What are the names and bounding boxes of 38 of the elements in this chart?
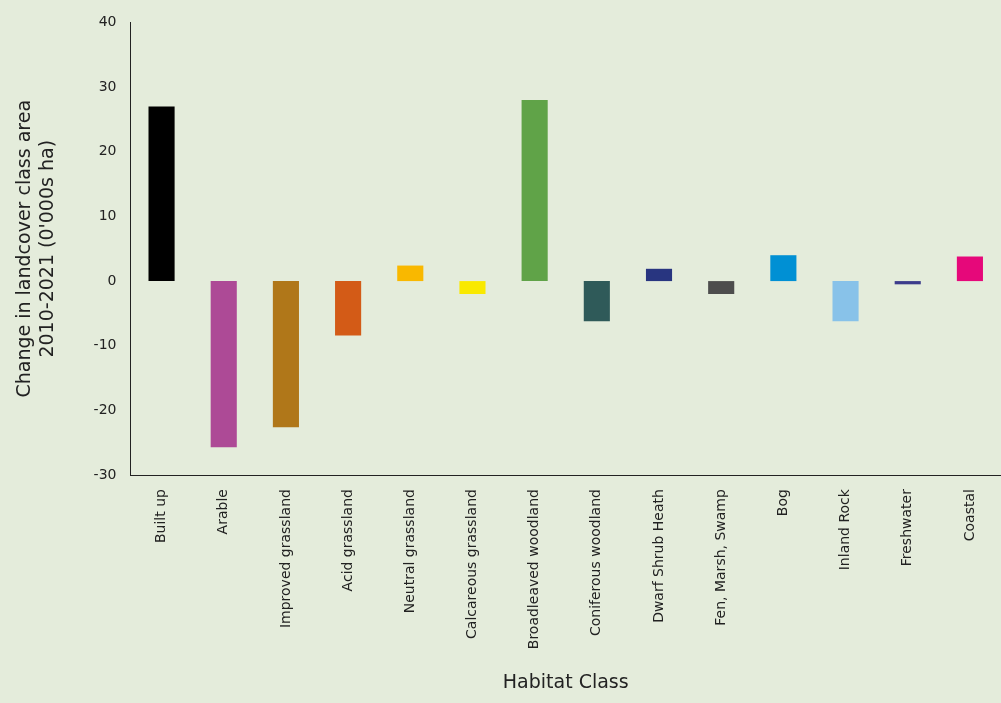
bar: [272, 281, 299, 428]
x-tick-label: Broadleaved woodland: [525, 489, 542, 650]
y-tick-label: 40: [98, 13, 117, 30]
y-tick-label: 0: [107, 271, 117, 288]
x-tick-label: Improved grassland: [276, 489, 293, 629]
bar: [956, 256, 983, 282]
bar: [335, 281, 362, 336]
y-tick-label: 30: [98, 77, 117, 94]
bar: [210, 281, 237, 448]
bar: [894, 281, 921, 285]
bar: [459, 281, 486, 295]
x-tick-label: Inland Rock: [836, 488, 853, 571]
x-tick-label: Coniferous woodland: [587, 489, 604, 637]
x-tick-label: Dwarf Shrub Heath: [649, 489, 666, 623]
x-tick-label: Fen, Marsh, Swamp: [711, 489, 728, 626]
x-tick-label: Neutral grassland: [400, 489, 417, 614]
bar: [832, 281, 859, 322]
bar: [148, 106, 175, 282]
bar: [583, 281, 610, 322]
y-tick-label: -30: [93, 465, 117, 482]
x-tick-label: Bog: [774, 489, 791, 517]
x-tick-label: Arable: [214, 489, 231, 535]
x-axis-title: Habitat Class: [502, 669, 629, 692]
y-axis-title: Change in landcover class area 2010-2021 (0'000s ha): [12, 99, 58, 398]
bar: [521, 100, 548, 282]
x-tick-label: Coastal: [960, 489, 977, 542]
bar: [770, 255, 797, 282]
y-tick-label: -20: [93, 401, 117, 418]
y-tick-label: 10: [98, 207, 117, 224]
x-tick-label: Built up: [152, 489, 169, 544]
y-tick-label: -10: [93, 336, 117, 353]
x-tick-label: Freshwater: [898, 488, 915, 567]
bar: [645, 268, 673, 282]
bar: [708, 281, 735, 295]
x-tick-label: Calcareous grassland: [463, 489, 480, 639]
bar: [397, 265, 424, 282]
x-tick-label: Acid grassland: [338, 489, 355, 592]
y-tick-label: 20: [98, 142, 117, 159]
